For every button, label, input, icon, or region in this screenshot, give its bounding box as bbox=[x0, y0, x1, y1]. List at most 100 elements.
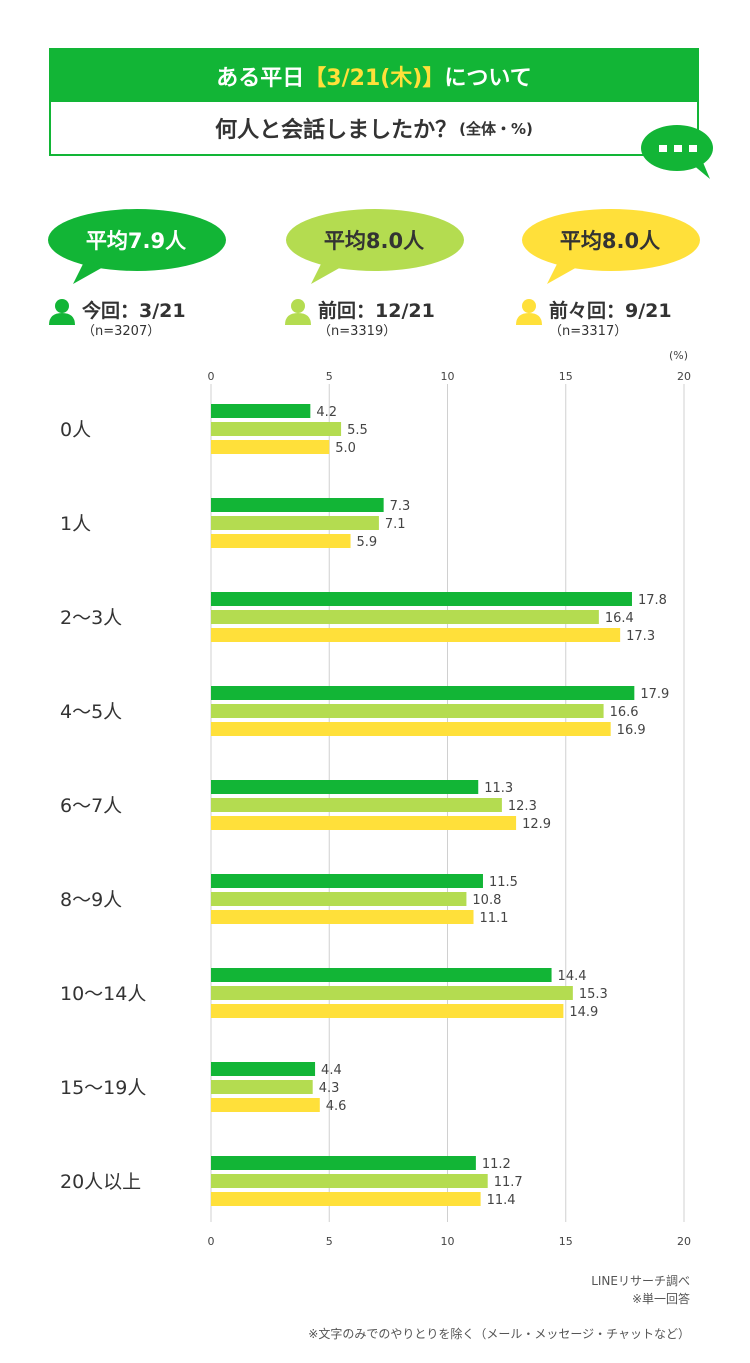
chat-bubble-icon bbox=[641, 125, 713, 179]
bar bbox=[211, 686, 635, 700]
title-date: 【3/21(木)】 bbox=[304, 66, 445, 91]
title-box: ある平日 【3/21(木)】 について 何人と会話しましたか？ (全体・%) bbox=[49, 48, 699, 156]
data-label: 5.0 bbox=[335, 441, 356, 456]
bar bbox=[211, 1192, 481, 1206]
average-label-current: 平均7.9人 bbox=[85, 229, 187, 253]
bar bbox=[211, 1098, 320, 1112]
question-text: 何人と会話しましたか？ bbox=[215, 118, 458, 143]
bar bbox=[211, 892, 467, 906]
source-note: LINEリサーチ調べ bbox=[591, 1274, 690, 1288]
bar bbox=[211, 1080, 313, 1094]
data-label: 5.5 bbox=[347, 423, 368, 438]
x-tick-label-bottom: 15 bbox=[559, 1235, 573, 1248]
data-label: 11.4 bbox=[487, 1193, 516, 1208]
data-label: 12.9 bbox=[522, 817, 551, 832]
data-label: 11.3 bbox=[484, 781, 513, 796]
bar bbox=[211, 722, 611, 736]
legend-label-previous: 前回：12/21 bbox=[318, 300, 435, 322]
legend-label-current: 今回：3/21 bbox=[82, 300, 186, 322]
data-label: 11.5 bbox=[489, 875, 518, 890]
x-tick-label-top: 0 bbox=[208, 370, 215, 383]
bar bbox=[211, 968, 552, 982]
x-tick-label-bottom: 10 bbox=[441, 1235, 455, 1248]
bar bbox=[211, 1174, 488, 1188]
bar bbox=[211, 628, 621, 642]
data-label: 16.4 bbox=[605, 611, 634, 626]
category-label: 15〜19人 bbox=[60, 1077, 146, 1099]
x-tick-label-top: 5 bbox=[326, 370, 333, 383]
average-label-before-previous: 平均8.0人 bbox=[559, 229, 661, 253]
x-tick-label-top: 15 bbox=[559, 370, 573, 383]
data-label: 12.3 bbox=[508, 799, 537, 814]
x-tick-label-top: 10 bbox=[441, 370, 455, 383]
category-label: 10〜14人 bbox=[60, 983, 146, 1005]
bar bbox=[211, 440, 330, 454]
bar bbox=[211, 592, 632, 606]
average-bubble-previous: 平均8.0人 bbox=[285, 208, 467, 288]
data-label: 5.9 bbox=[357, 535, 378, 550]
title-line-1: ある平日 【3/21(木)】 について bbox=[51, 50, 697, 102]
bar bbox=[211, 798, 502, 812]
average-label-previous: 平均8.0人 bbox=[323, 229, 425, 253]
data-label: 16.9 bbox=[617, 723, 646, 738]
bar bbox=[211, 874, 483, 888]
data-label: 14.9 bbox=[569, 1005, 598, 1020]
bar bbox=[211, 1156, 476, 1170]
category-label: 0人 bbox=[60, 419, 91, 441]
legend-n-before-previous: （n=3317） bbox=[549, 324, 628, 339]
data-label: 15.3 bbox=[579, 987, 608, 1002]
data-label: 4.4 bbox=[321, 1063, 342, 1078]
average-bubble-before-previous: 平均8.0人 bbox=[521, 208, 703, 288]
x-tick-label-top: 20 bbox=[677, 370, 691, 383]
bar bbox=[211, 816, 517, 830]
category-label: 4〜5人 bbox=[60, 701, 122, 723]
bar bbox=[211, 1004, 564, 1018]
x-tick-label-bottom: 20 bbox=[677, 1235, 691, 1248]
bar bbox=[211, 516, 379, 530]
category-label: 8〜9人 bbox=[60, 889, 122, 911]
category-label: 6〜7人 bbox=[60, 795, 122, 817]
data-label: 17.3 bbox=[626, 629, 655, 644]
bar bbox=[211, 422, 342, 436]
data-label: 11.7 bbox=[494, 1175, 523, 1190]
data-label: 14.4 bbox=[558, 969, 587, 984]
x-tick-label-bottom: 5 bbox=[326, 1235, 333, 1248]
data-label: 7.1 bbox=[385, 517, 406, 532]
data-label: 4.2 bbox=[316, 405, 337, 420]
legend-n-current: （n=3207） bbox=[82, 324, 161, 339]
answer-note: ※単一回答 bbox=[631, 1292, 690, 1306]
bar bbox=[211, 1062, 316, 1076]
unit-label: (%) bbox=[669, 349, 688, 362]
bar bbox=[211, 498, 384, 512]
data-label: 10.8 bbox=[472, 893, 501, 908]
category-label: 1人 bbox=[60, 513, 91, 535]
data-label: 7.3 bbox=[390, 499, 411, 514]
data-label: 11.1 bbox=[480, 911, 509, 926]
data-label: 16.6 bbox=[610, 705, 639, 720]
average-bubble-current: 平均7.9人 bbox=[47, 208, 229, 288]
data-label: 11.2 bbox=[482, 1157, 511, 1172]
bar bbox=[211, 404, 311, 418]
bar bbox=[211, 910, 474, 924]
person-icon bbox=[285, 299, 311, 325]
data-label: 17.9 bbox=[640, 687, 669, 702]
legend-label-before-previous: 前々回：9/21 bbox=[549, 300, 672, 322]
category-label: 2〜3人 bbox=[60, 607, 122, 629]
bar bbox=[211, 610, 599, 624]
category-label: 20人以上 bbox=[60, 1171, 141, 1193]
person-icon bbox=[49, 299, 75, 325]
title-line-2: 何人と会話しましたか？ (全体・%) bbox=[51, 102, 697, 154]
bar bbox=[211, 534, 351, 548]
title-suffix: について bbox=[444, 66, 532, 91]
exclusion-note: ※文字のみでのやりとりを除く（メール・メッセージ・チャットなど） bbox=[308, 1327, 690, 1341]
person-icon bbox=[516, 299, 542, 325]
title-prefix: ある平日 bbox=[216, 66, 305, 91]
data-label: 4.6 bbox=[326, 1099, 347, 1114]
data-label: 17.8 bbox=[638, 593, 667, 608]
bar bbox=[211, 780, 479, 794]
bar bbox=[211, 986, 573, 1000]
data-label: 4.3 bbox=[319, 1081, 340, 1096]
legend-n-previous: （n=3319） bbox=[318, 324, 397, 339]
x-tick-label-bottom: 0 bbox=[208, 1235, 215, 1248]
